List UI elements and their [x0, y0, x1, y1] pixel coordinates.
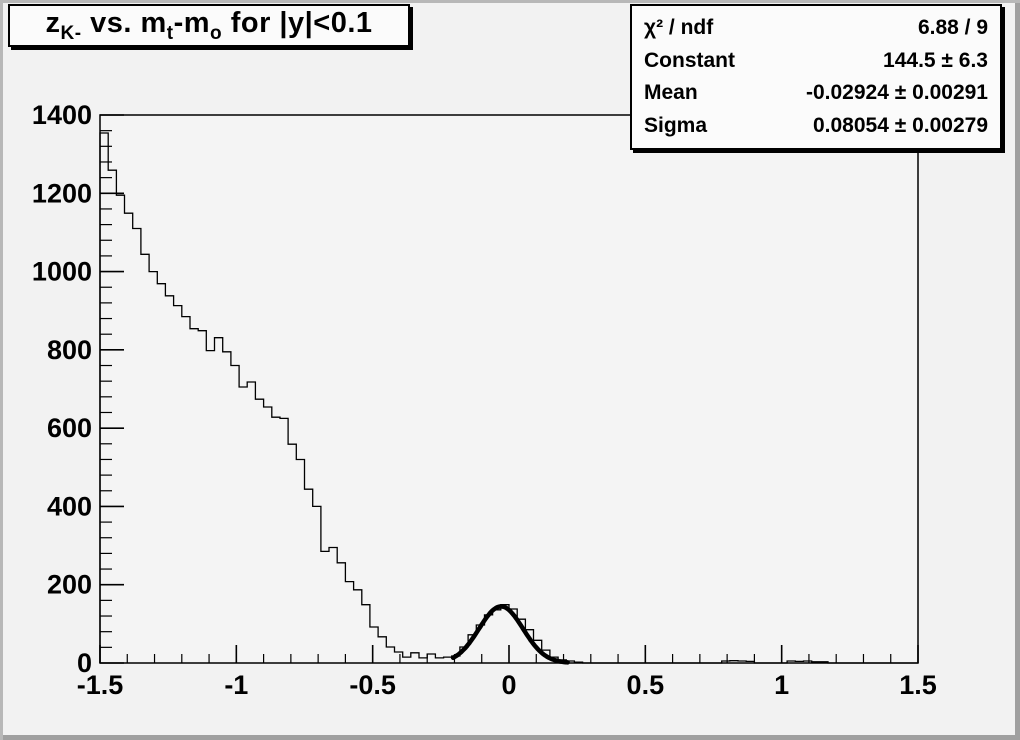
y-tick-label: 800 [47, 335, 92, 365]
title-text: z [45, 6, 61, 39]
stat-row: χ² / ndf 6.88 / 9 [644, 16, 988, 40]
stat-label: Constant [644, 48, 735, 72]
plot-frame [99, 114, 919, 664]
y-tick-labels: 0 200 400 600 800 1000 1200 1400 [32, 100, 92, 678]
x-tick-label: 0.5 [627, 670, 665, 700]
plot-title-box: zK- vs. mt-mo for |y|<0.1 [8, 4, 410, 47]
title-text: for |y|<0.1 [222, 6, 373, 39]
plot-title: zK- vs. mt-mo for |y|<0.1 [45, 7, 372, 45]
stat-label: Mean [644, 81, 698, 105]
histogram-line [99, 132, 918, 664]
x-tick-label: 1.5 [899, 670, 937, 700]
y-minor-ticks [100, 130, 112, 648]
y-tick-label: 1000 [32, 257, 92, 287]
stat-row: Constant 144.5 ± 6.3 [644, 49, 988, 73]
y-tick-label: 200 [47, 570, 92, 600]
stat-label: χ² / ndf [644, 16, 714, 40]
fit-curve [450, 604, 570, 665]
stat-row: Sigma 0.08054 ± 0.00279 [644, 114, 988, 138]
x-tick-label: 1 [774, 670, 789, 700]
title-subscript: o [210, 22, 223, 44]
stats-box: χ² / ndf 6.88 / 9 Constant 144.5 ± 6.3 Mean -… [630, 4, 1002, 150]
x-tick-label: -1.5 [77, 670, 124, 700]
stat-value: -0.02924 ± 0.00291 [805, 81, 988, 105]
x-tick-labels: -1.5 -1 -0.5 0 0.5 1 1.5 [77, 670, 937, 700]
y-tick-label: 1200 [32, 178, 92, 208]
y-tick-label: 1400 [32, 100, 92, 130]
title-subscript: K- [60, 22, 82, 44]
stat-value: 144.5 ± 6.3 [883, 48, 988, 72]
stat-value: 0.08054 ± 0.00279 [812, 113, 988, 137]
stat-label: Sigma [644, 113, 708, 137]
x-tick-label: -1 [224, 670, 248, 700]
y-tick-label: 600 [47, 413, 92, 443]
stat-row: Mean -0.02924 ± 0.00291 [644, 81, 988, 105]
y-tick-label: 400 [47, 491, 92, 521]
x-tick-label: -0.5 [349, 670, 396, 700]
y-major-ticks [100, 114, 124, 664]
stat-value: 6.88 / 9 [917, 16, 988, 40]
title-text: vs. m [81, 6, 167, 39]
x-tick-label: 0 [501, 670, 516, 700]
title-subscript: t [166, 22, 174, 44]
title-text: -m [173, 6, 211, 39]
y-tick-label: 0 [77, 648, 92, 678]
